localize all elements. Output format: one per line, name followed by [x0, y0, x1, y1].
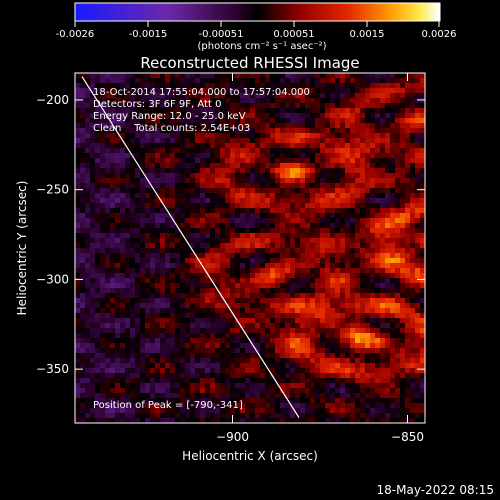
colorbar-tick-label: 0.00051 — [273, 29, 314, 40]
colorbar-frame — [74, 2, 441, 22]
y-tick-labels: −200 −250 −300 −350 — [36, 93, 69, 376]
info-clean-counts: Clean Total counts: 2.54E+03 — [93, 123, 251, 134]
x-axis-label: Heliocentric X (arcsec) — [182, 449, 318, 463]
limb-line-segment — [81, 76, 300, 418]
solar-limb-line — [81, 76, 300, 418]
axis-ticks — [75, 73, 425, 423]
y-tick-label: −300 — [36, 272, 69, 286]
heatmap-image — [75, 73, 425, 423]
x-tick-label: −900 — [216, 430, 249, 444]
y-tick-label: −350 — [36, 362, 69, 376]
x-tick-label: −850 — [391, 430, 424, 444]
footer-date: 18-May-2022 08:15 — [377, 483, 494, 497]
y-tick-label: −250 — [36, 183, 69, 197]
colorbar-unit-label: (photons cm⁻² s⁻¹ asec⁻²) — [197, 41, 326, 52]
info-detectors: Detectors: 3F 6F 9F, Att 0 — [93, 99, 222, 110]
y-tick-label: −200 — [36, 93, 69, 107]
colorbar-tick-label: 0.0026 — [422, 29, 457, 40]
y-axis-label: Heliocentric Y (arcsec) — [15, 181, 29, 316]
colorbar-ticks — [74, 21, 440, 27]
colorbar-tick-label: -0.0026 — [56, 29, 95, 40]
info-time-range: 18-Oct-2014 17:55:04.000 to 17:57:04.000 — [93, 87, 310, 98]
colorbar-tick-labels: -0.0026 -0.0015 -0.00051 0.00051 0.0015 0.002… — [56, 29, 457, 40]
colorbar-tick-label: -0.00051 — [199, 29, 244, 40]
chart-title: Reconstructed RHESSI Image — [140, 54, 359, 72]
colorbar-tick-label: -0.0015 — [129, 29, 168, 40]
colorbar — [75, 3, 440, 21]
colorbar-tick-label: 0.0015 — [350, 29, 385, 40]
plot-frame — [74, 72, 426, 424]
info-energy-range: Energy Range: 12.0 - 25.0 keV — [93, 111, 246, 122]
peak-position-text: Position of Peak = [-790,-341] — [93, 400, 243, 411]
x-tick-labels: −900−850−800 — [216, 430, 424, 444]
